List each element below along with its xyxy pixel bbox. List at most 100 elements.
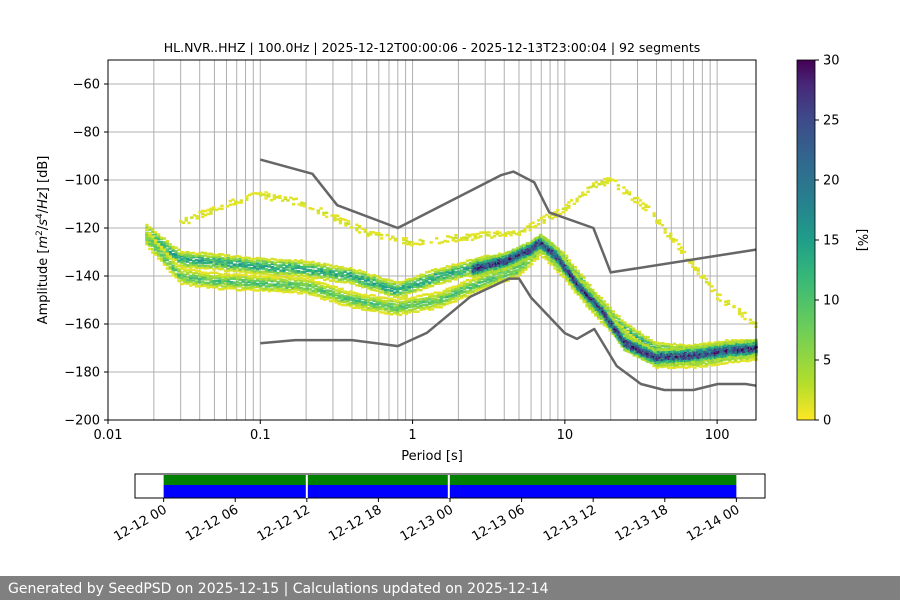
psd-cell: [623, 323, 627, 327]
psd-cell: [719, 362, 723, 366]
psd-cell: [580, 194, 585, 197]
psd-cell: [398, 291, 403, 295]
psd-cell: [625, 191, 629, 194]
psd-cell: [539, 243, 543, 246]
psd-cell: [558, 212, 563, 216]
psd-cell: [215, 256, 219, 259]
psd-cell: [154, 236, 158, 239]
psd-cell: [218, 273, 222, 276]
psd-cell: [751, 321, 755, 324]
psd-cell: [156, 257, 161, 260]
psd-cell: [299, 261, 304, 265]
psd-cell: [340, 280, 344, 284]
psd-cell: [238, 276, 242, 280]
psd-cell: [244, 256, 248, 259]
psd-cell: [690, 344, 694, 348]
psd-cell: [253, 283, 257, 286]
psd-cell: [325, 285, 330, 288]
psd-cell: [290, 287, 295, 291]
psd-cell: [148, 236, 152, 240]
psd-cell: [509, 272, 513, 276]
psd-cell: [171, 247, 175, 250]
psd-cell: [637, 336, 642, 339]
psd-cell: [316, 211, 320, 215]
psd-cell: [290, 271, 295, 275]
psd-cell: [473, 237, 477, 240]
psd-cell: [314, 264, 318, 267]
psd-cell: [439, 293, 443, 296]
psd-cell: [186, 271, 190, 274]
psd-cell: [666, 345, 671, 348]
psd-cell: [253, 279, 257, 283]
timeline-date-label: 12-12 12: [255, 502, 313, 544]
psd-cell: [238, 268, 242, 271]
psd-cell: [299, 289, 304, 292]
psd-cell: [234, 200, 238, 204]
psd-cell: [340, 265, 344, 269]
psd-cell: [698, 348, 703, 352]
psd-cell: [244, 283, 248, 287]
psd-cell: [317, 289, 321, 293]
psd-cell: [407, 282, 411, 286]
psd-cell: [509, 233, 513, 237]
psd-cell: [197, 266, 202, 270]
psd-cell: [346, 276, 350, 279]
psd-cell: [482, 260, 486, 264]
psd-cell: [346, 222, 351, 226]
psd-cell: [148, 226, 152, 229]
psd-cell: [378, 287, 382, 291]
psd-cell: [609, 315, 613, 318]
psd-cell: [209, 266, 213, 270]
plot-frame: [107, 59, 757, 421]
psd-cell: [369, 298, 373, 302]
psd-cell: [317, 281, 321, 284]
psd-cell: [247, 271, 251, 274]
psd-cell: [258, 257, 263, 260]
psd-cell: [320, 282, 324, 285]
psd-cell: [480, 283, 484, 287]
psd-cell: [602, 181, 607, 184]
psd-cell: [296, 282, 301, 285]
psd-cell: [495, 271, 499, 275]
psd-cell: [285, 259, 289, 262]
psd-cell: [460, 272, 464, 275]
psd-cell: [220, 204, 224, 208]
psd-cell: [427, 302, 432, 306]
psd-cell: [605, 181, 610, 185]
psd-cell: [288, 275, 292, 279]
psd-cell: [547, 258, 551, 262]
psd-cell: [429, 241, 433, 244]
psd-cell: [518, 266, 522, 270]
psd-cell: [188, 258, 193, 262]
psd-cell: [159, 245, 164, 249]
psd-cell: [352, 306, 356, 310]
psd-cell: [497, 276, 502, 279]
psd-cell: [183, 260, 187, 263]
psd-cell: [317, 286, 321, 289]
psd-cell: [503, 234, 508, 237]
psd-cell: [398, 280, 403, 284]
psd-cell: [631, 350, 635, 353]
psd-cell: [145, 236, 149, 240]
psd-cell: [513, 260, 517, 264]
psd-cell: [320, 275, 324, 279]
psd-cell: [375, 298, 379, 302]
psd-cell: [442, 292, 446, 295]
psd-cell: [536, 219, 541, 222]
psd-cell: [480, 285, 484, 288]
psd-cell: [363, 295, 368, 299]
psd-cell: [188, 274, 193, 278]
psd-cell: [575, 199, 579, 203]
psd-cell: [573, 266, 578, 269]
psd-cell: [479, 231, 483, 234]
psd-cell: [445, 290, 449, 293]
psd-cell: [454, 291, 458, 295]
psd-cell: [515, 269, 519, 272]
psd-cell: [439, 269, 443, 272]
psd-cell: [338, 217, 343, 220]
psd-cell: [454, 267, 458, 271]
psd-cell: [194, 271, 199, 275]
psd-cell: [183, 273, 187, 277]
psd-cell: [387, 312, 391, 315]
psd-cell: [171, 258, 175, 261]
